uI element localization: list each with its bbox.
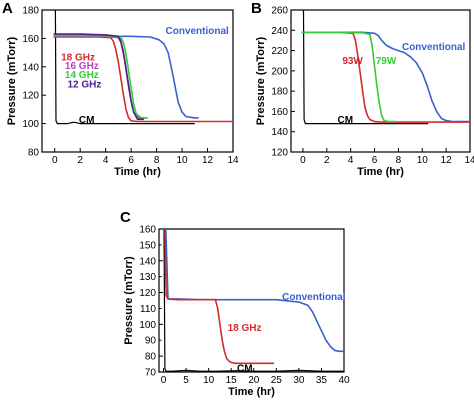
x-tick-label: 2 [77,155,83,166]
x-tick-label: 2 [324,155,330,166]
x-tick-label: 25 [271,375,283,386]
series-line-cm [301,10,429,125]
x-tick-label: 30 [293,375,305,386]
series-label-conventional: Conventional [166,26,230,37]
x-tick-label: 10 [203,375,215,386]
x-tick-label: 14 [227,155,239,166]
chart-c: 0 5 10 15 20 25 30 35 40 70 80 90 100 110 120 130 140 150… [123,225,350,399]
y-axis-label: Pressure (mTorr) [6,36,18,125]
series-line-14-ghz [53,34,148,119]
y-tick-label: 160 [271,107,288,118]
x-tick-label: 8 [154,155,160,166]
series-label-cm: CM [237,364,253,375]
x-tick-label: 0 [161,375,167,386]
x-axis-label: Time (hr) [228,386,275,398]
y-tick-label: 160 [139,225,156,236]
y-tick-label: 160 [22,34,39,45]
series-label-18-ghz: 18 GHz [61,52,95,63]
y-tick-label: 90 [145,336,157,347]
chart-b: 0 2 4 6 8 10 12 14 120 140 160 180 200 220 240 260 Time … [255,6,474,179]
y-tick-label: 140 [271,127,288,138]
y-tick-label: 150 [139,240,156,251]
plot-frame [41,9,234,153]
series-label-93w: 93W [342,56,363,67]
y-tick-label: 240 [271,26,288,37]
y-tick-label: 130 [139,272,156,283]
y-tick-label: 100 [139,320,156,331]
y-tick-label: 120 [139,288,156,299]
series-label-14-ghz: 14 GHz [65,70,99,81]
y-tick-label: 120 [22,91,39,102]
x-tick-label: 6 [372,155,378,166]
y-axis-label: Pressure (mTorr) [123,256,135,345]
series-label-18-ghz: 18 GHz [228,323,262,334]
y-tick-label: 140 [139,256,156,267]
x-tick-label: 10 [177,155,189,166]
x-tick-label: 10 [417,155,429,166]
y-tick-label: 80 [145,352,157,363]
x-tick-label: 15 [226,375,238,386]
y-tick-label: 120 [271,148,288,159]
x-tick-label: 8 [396,155,402,166]
x-axis-label: Time (hr) [114,166,161,178]
y-tick-label: 220 [271,46,288,57]
y-axis-label: Pressure (mTorr) [255,36,267,125]
x-tick-label: 0 [52,155,58,166]
series-label-12-ghz: 12 GHz [67,79,101,90]
series-line-conventional [301,31,470,123]
series-line-79w [301,31,396,123]
plot-frame [290,9,471,153]
x-tick-label: 40 [338,375,350,386]
x-tick-label: 4 [348,155,354,166]
y-tick-label: 180 [271,87,288,98]
panel-letter-b: B [251,0,262,17]
y-tick-label: 110 [140,304,156,315]
x-axis-label: Time (hr) [357,166,404,178]
series-label-16-ghz: 16 GHz [65,61,99,72]
y-tick-label: 70 [145,368,157,379]
panel-letter-a: A [2,0,13,17]
chart-a: 0 2 4 6 8 10 12 14 80 100 120 140 160 180 Time (hr) Pre… [6,6,239,179]
series-line-12-ghz [53,33,144,121]
series-label-cm: CM [338,115,354,126]
y-tick-label: 200 [271,66,288,77]
x-tick-label: 12 [441,155,453,166]
y-tick-label: 100 [22,119,39,130]
plot-frame [158,228,345,373]
series-label-conventional: Conventional [282,292,346,303]
series-line-18-ghz [163,229,275,365]
x-tick-label: 35 [316,375,328,386]
x-tick-label: 4 [103,155,109,166]
y-tick-label: 260 [271,6,288,17]
x-tick-label: 5 [183,375,189,386]
series-label-conventional: Conventional [402,42,466,53]
series-label-79w: 79W [376,56,397,67]
x-tick-label: 0 [300,155,306,166]
x-tick-label: 20 [248,375,260,386]
panel-letter-c: C [120,209,131,226]
y-tick-label: 80 [28,148,40,159]
y-tick-label: 140 [22,62,39,73]
x-tick-label: 12 [202,155,214,166]
y-tick-label: 180 [22,6,39,17]
series-line-cm [163,229,344,372]
series-line-cm [53,10,195,125]
x-tick-label: 6 [128,155,134,166]
series-label-cm: CM [79,115,95,126]
x-tick-label: 14 [464,155,474,166]
